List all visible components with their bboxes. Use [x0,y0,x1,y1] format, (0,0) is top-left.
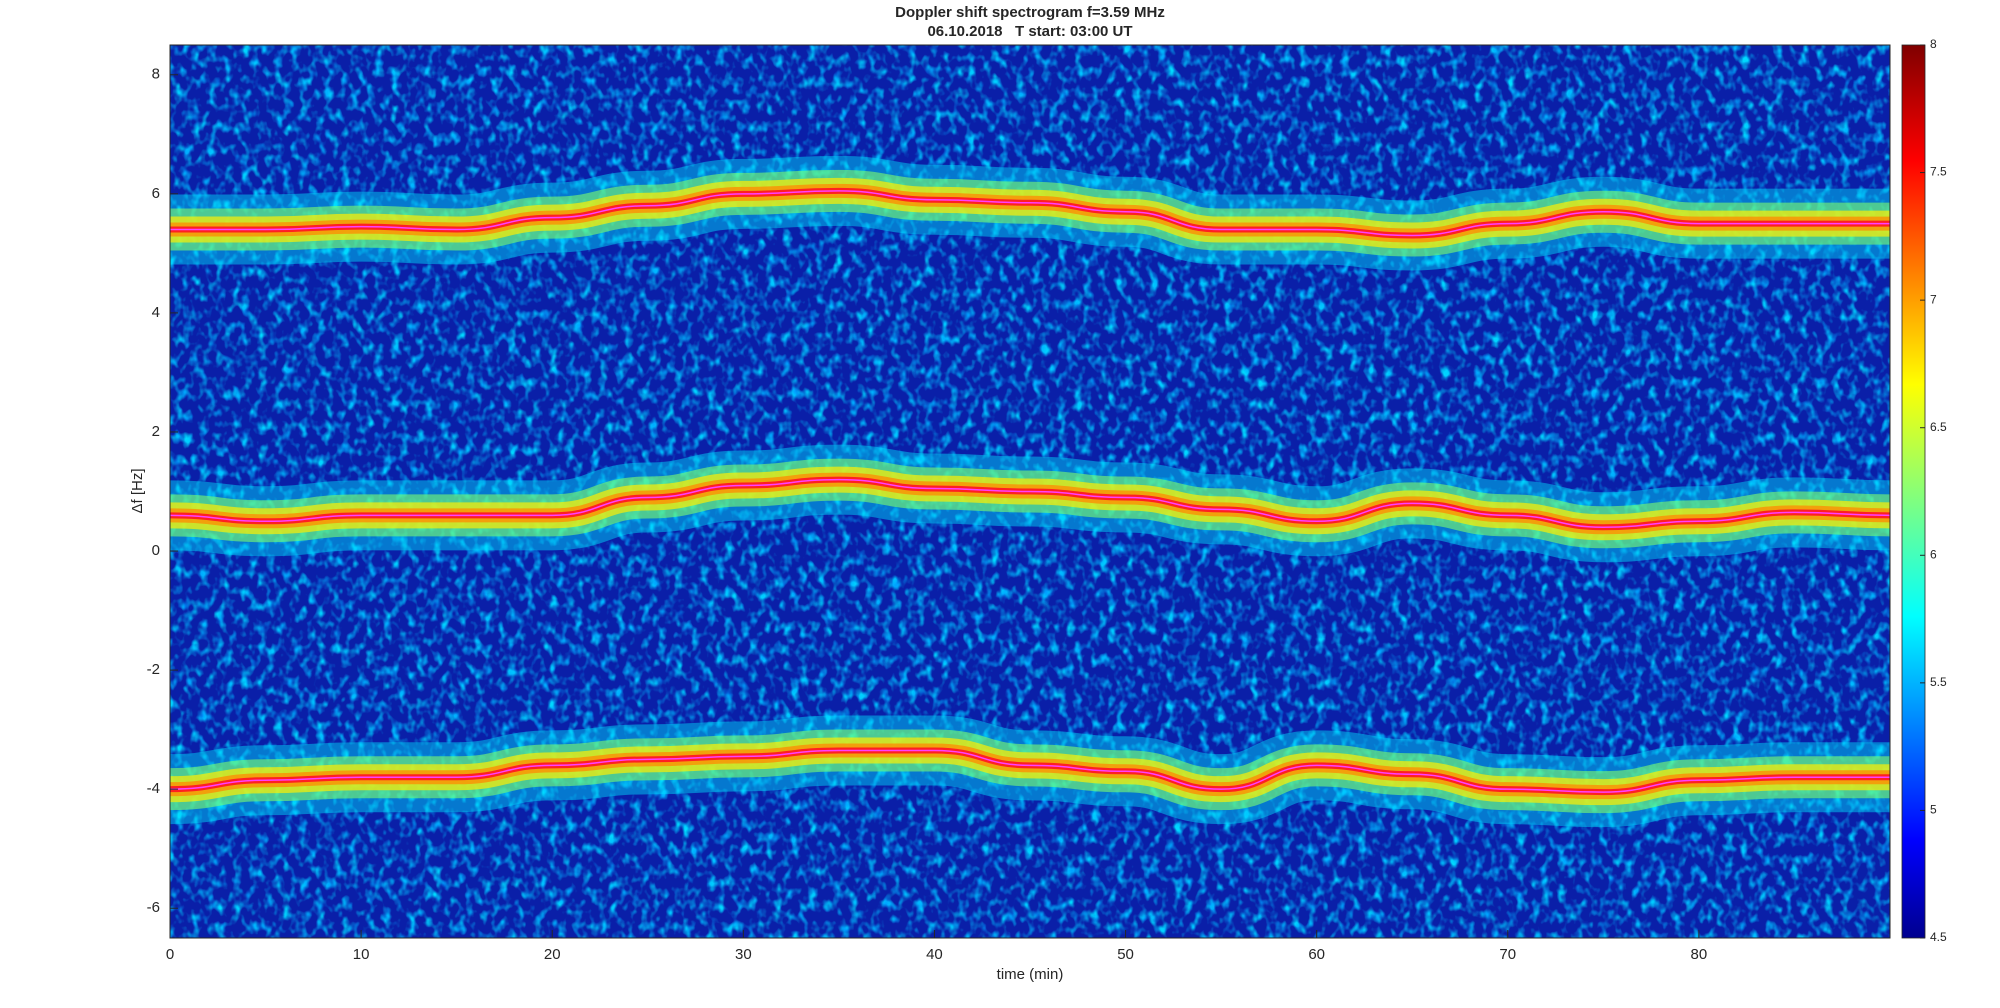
y-tick-label: 2 [152,423,160,440]
colorbar-tick-label: 5 [1930,803,1937,817]
colorbar-tick-label: 6 [1930,547,1937,561]
y-tick-label: 6 [152,185,160,202]
axes-frame [169,44,1891,939]
x-axis-label: time (min) [997,966,1064,983]
chart-title: Doppler shift spectrogram f=3.59 MHz [895,4,1165,21]
colorbar [1901,44,1926,939]
y-tick-label: 0 [152,542,160,559]
x-tick-label: 10 [353,946,370,963]
y-tick-label: -4 [147,780,160,797]
y-axis-label: Δf [Hz] [129,468,146,513]
chart-subtitle: 06.10.2018 T start: 03:00 UT [927,23,1132,40]
x-tick-label: 40 [926,946,943,963]
x-tick-label: 70 [1499,946,1516,963]
colorbar-tick-label: 6.5 [1930,420,1947,434]
x-tick-label: 80 [1691,946,1708,963]
x-tick-label: 20 [544,946,561,963]
x-tick-label: 50 [1117,946,1134,963]
y-tick-label: 4 [152,304,160,321]
colorbar-tick-label: 5.5 [1930,675,1947,689]
y-tick-label: 8 [152,66,160,83]
band-trace [170,749,1890,793]
y-tick-label: -6 [147,899,160,916]
x-tick-label: 30 [735,946,752,963]
colorbar-tick-label: 7 [1930,292,1937,306]
colorbar-tick-label: 8 [1930,37,1937,51]
plot-area [170,45,1890,938]
colorbar-tick-label: 4.5 [1930,930,1947,944]
x-tick-label: 0 [166,946,174,963]
y-tick-label: -2 [147,661,160,678]
colorbar-tick-label: 7.5 [1930,165,1947,179]
x-tick-label: 60 [1308,946,1325,963]
band-trace [170,190,1890,237]
band-trace [170,478,1890,528]
